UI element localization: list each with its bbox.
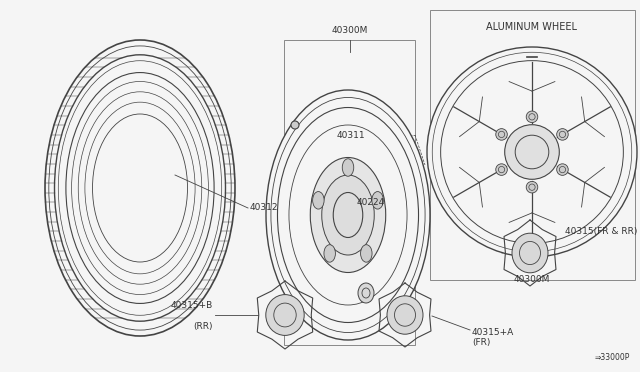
Ellipse shape [526,111,538,123]
Text: 40312: 40312 [250,203,278,212]
Text: ⇒33000P: ⇒33000P [595,353,630,362]
Text: 40300M: 40300M [332,26,368,35]
Ellipse shape [526,182,538,193]
Ellipse shape [324,245,335,262]
Ellipse shape [291,121,299,129]
Text: 40315+B: 40315+B [171,301,213,310]
Ellipse shape [360,245,372,262]
Bar [430,10,635,280]
Bar [284,40,415,345]
Text: 40315+A: 40315+A [472,328,515,337]
Text: 40315(FR & RR): 40315(FR & RR) [565,227,637,236]
Ellipse shape [322,175,374,255]
Ellipse shape [266,90,430,340]
Ellipse shape [427,47,637,257]
Ellipse shape [312,192,324,209]
Ellipse shape [512,233,548,273]
Ellipse shape [557,129,568,140]
Ellipse shape [496,164,508,175]
Text: 40311: 40311 [337,131,365,140]
Text: 40224: 40224 [357,198,385,207]
Ellipse shape [266,295,304,336]
Text: (RR): (RR) [193,322,213,331]
Text: ALUMINUM WHEEL: ALUMINUM WHEEL [486,22,577,32]
Ellipse shape [496,129,508,140]
Ellipse shape [387,296,423,334]
Text: (FR): (FR) [472,338,490,347]
Ellipse shape [358,283,374,303]
Ellipse shape [372,192,383,209]
Ellipse shape [557,164,568,175]
Text: 40300M: 40300M [514,275,550,284]
Ellipse shape [310,157,386,273]
Ellipse shape [505,125,559,179]
Ellipse shape [342,159,354,176]
